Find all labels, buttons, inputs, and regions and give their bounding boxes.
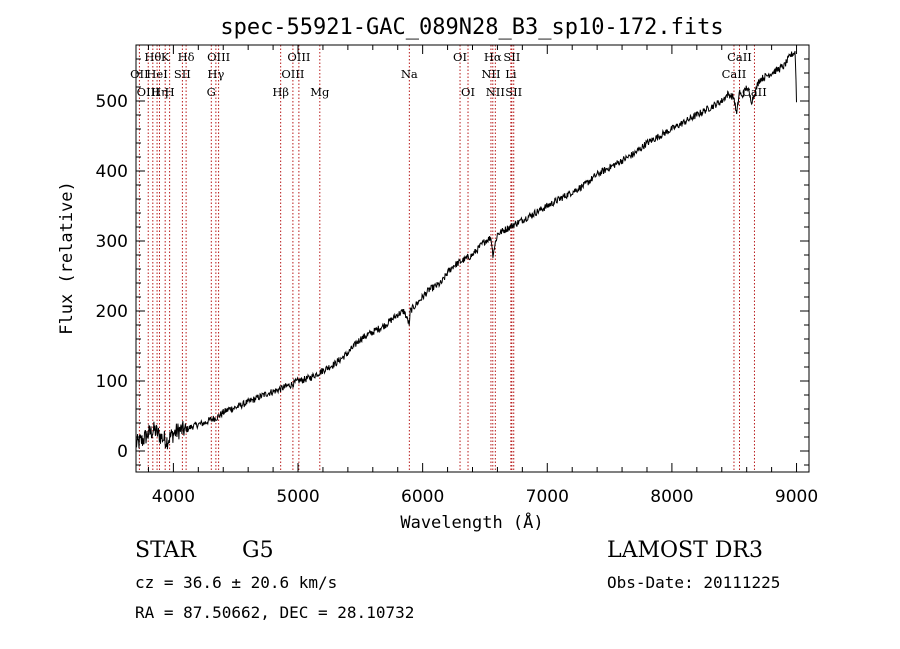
line-id-label: CaII <box>722 67 747 81</box>
line-id-label: OII <box>130 67 149 81</box>
redshift-velocity: cz = 36.6 ± 20.6 km/s <box>135 573 338 592</box>
y-tick-label: 300 <box>96 232 128 252</box>
line-id-label: HeI <box>146 67 167 81</box>
object-subclass: G5 <box>242 538 274 563</box>
axis-tick-labels: 4000 5000 6000 7000 8000 9000 0 100 200 300 400 500 <box>96 92 819 507</box>
x-tick-label: 8000 <box>650 487 693 507</box>
line-id-labels: OII OIII Hθ HeI Hη K H SII Hδ G Hγ OIII Hβ OIII OIII Mg… <box>130 50 767 99</box>
spectrum-line <box>135 50 797 450</box>
observation-date: Obs-Date: 20111225 <box>607 573 781 592</box>
x-tick-label: 9000 <box>775 487 818 507</box>
line-id-label: OIII <box>287 50 310 64</box>
x-tick-label: 6000 <box>401 487 444 507</box>
line-id-label: G <box>207 85 216 99</box>
x-tick-label: 4000 <box>152 487 195 507</box>
line-id-markers <box>138 45 755 472</box>
line-id-label: CaII <box>727 50 752 64</box>
line-id-label: OI <box>453 50 467 64</box>
line-id-label: NII <box>486 85 505 99</box>
y-tick-label: 200 <box>96 302 128 322</box>
line-id-label: CaII <box>742 85 767 99</box>
chart-title: spec-55921-GAC_089N28_B3_sp10-172.fits <box>220 15 723 40</box>
line-id-label: Hα <box>484 50 502 64</box>
axis-ticks <box>136 44 809 472</box>
y-tick-label: 0 <box>117 442 128 462</box>
line-id-label: OIII <box>137 85 160 99</box>
y-axis-label: Flux (relative) <box>57 181 77 335</box>
spectrum-line-layer <box>135 50 797 450</box>
line-id-label: SII <box>174 67 191 81</box>
line-id-label: Na <box>401 67 418 81</box>
line-id-label: Hδ <box>178 50 195 64</box>
line-id-label: H <box>165 85 175 99</box>
line-id-label: OIII <box>281 67 304 81</box>
object-class: STAR <box>135 538 196 563</box>
x-tick-label: 7000 <box>526 487 569 507</box>
sky-coordinates: RA = 87.50662, DEC = 28.10732 <box>135 603 415 622</box>
line-id-label: Li <box>505 67 517 81</box>
line-id-label: SII <box>503 50 520 64</box>
line-id-label: Hη <box>151 85 168 99</box>
line-id-label: Hθ <box>144 50 161 64</box>
line-id-label: Hγ <box>207 67 224 81</box>
x-tick-label: 5000 <box>276 487 319 507</box>
line-id-label: SII <box>505 85 522 99</box>
y-tick-label: 100 <box>96 372 128 392</box>
y-tick-label: 400 <box>96 162 128 182</box>
x-axis-label: Wavelength (Å) <box>400 511 543 533</box>
line-id-label: OIII <box>207 50 230 64</box>
line-id-label: OI <box>461 85 475 99</box>
line-id-label: Mg <box>310 85 330 99</box>
line-id-label: NII <box>481 67 500 81</box>
y-tick-label: 500 <box>96 92 128 112</box>
survey-name: LAMOST DR3 <box>607 538 763 563</box>
line-id-label: Hβ <box>272 85 289 99</box>
line-id-label: K <box>161 50 170 64</box>
